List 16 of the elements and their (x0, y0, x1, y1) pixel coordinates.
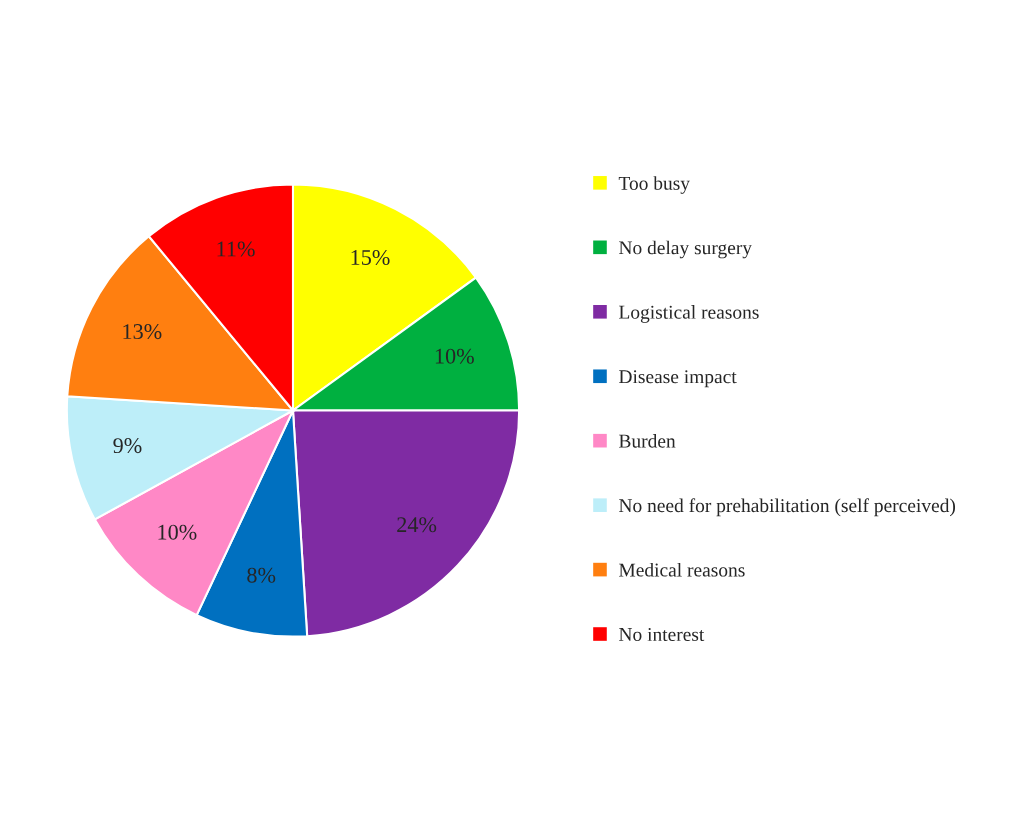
data-label: 11% (217, 241, 255, 257)
legend-label: No need for prehabilitation (self perceived) (619, 498, 956, 517)
data-label: 9% (113, 438, 142, 454)
legend-label: Too busy (618, 176, 690, 194)
data-label: 8% (247, 567, 276, 583)
data-label: 10% (435, 348, 474, 364)
data-label: 24% (397, 517, 437, 533)
legend-label: Disease impact (619, 370, 737, 388)
data-label: 15% (351, 249, 390, 265)
legend-label: No delay surgery (619, 240, 752, 259)
legend-label: Burden (619, 433, 676, 448)
legend-label: Logistical reasons (619, 305, 759, 323)
legend-label: Medical reasons (619, 562, 745, 577)
data-label: 10% (158, 524, 197, 540)
legend-label: No interest (619, 627, 705, 642)
data-label: 13% (123, 324, 162, 340)
